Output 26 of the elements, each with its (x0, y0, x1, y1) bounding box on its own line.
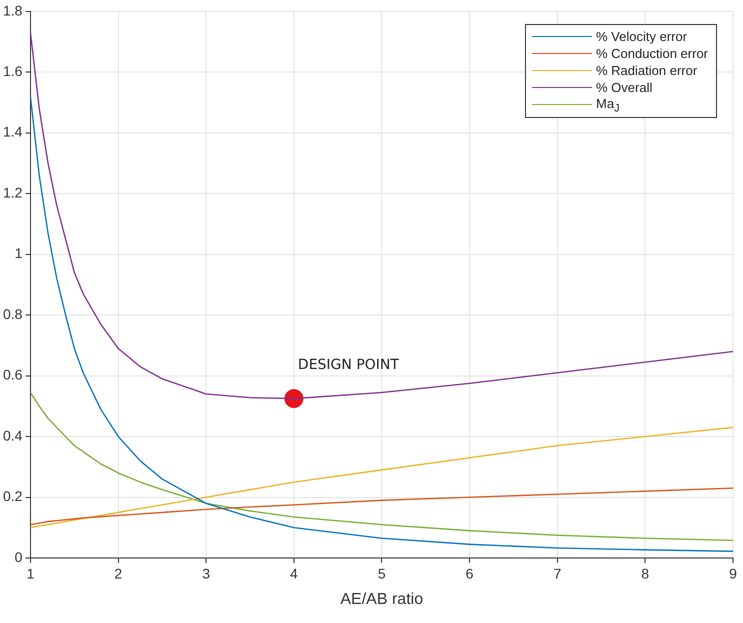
x-tick-label: 7 (553, 565, 562, 582)
x-tick-label: 4 (290, 565, 298, 582)
y-tick-label: 1.8 (2, 2, 23, 18)
annotation: DESIGN POINT (298, 357, 400, 374)
x-tick-label: 6 (466, 565, 474, 582)
x-axis-title: AE/AB ratio (340, 590, 424, 608)
x-tick-label: 1 (26, 565, 35, 582)
y-tick-label: 0.8 (2, 306, 23, 322)
x-tick-label: 9 (729, 565, 738, 582)
legend-label: % Conduction error (596, 46, 708, 62)
y-tick-label: 1.6 (2, 62, 23, 79)
y-tick-label: 1.4 (2, 124, 23, 140)
y-tick-label: 0.2 (2, 488, 23, 504)
x-tick-label: 2 (114, 565, 122, 582)
legend-label: Ma$_{J}$ (596, 96, 620, 114)
x-tick-label: 5 (378, 565, 386, 582)
legend-label: % Overall (596, 80, 652, 96)
y-tick-label: 0.6 (2, 366, 23, 383)
x-tick-label: 3 (202, 565, 210, 582)
legend-label: % Velocity error (596, 29, 688, 44)
y-tick-label: 0 (14, 548, 23, 565)
legend-label: % Radiation error (596, 63, 698, 78)
y-tick-label: 1.2 (2, 184, 23, 200)
x-tick-label: 8 (641, 565, 650, 582)
y-tick-label: 0.4 (2, 427, 23, 444)
y-tick-label: 1 (14, 245, 23, 262)
